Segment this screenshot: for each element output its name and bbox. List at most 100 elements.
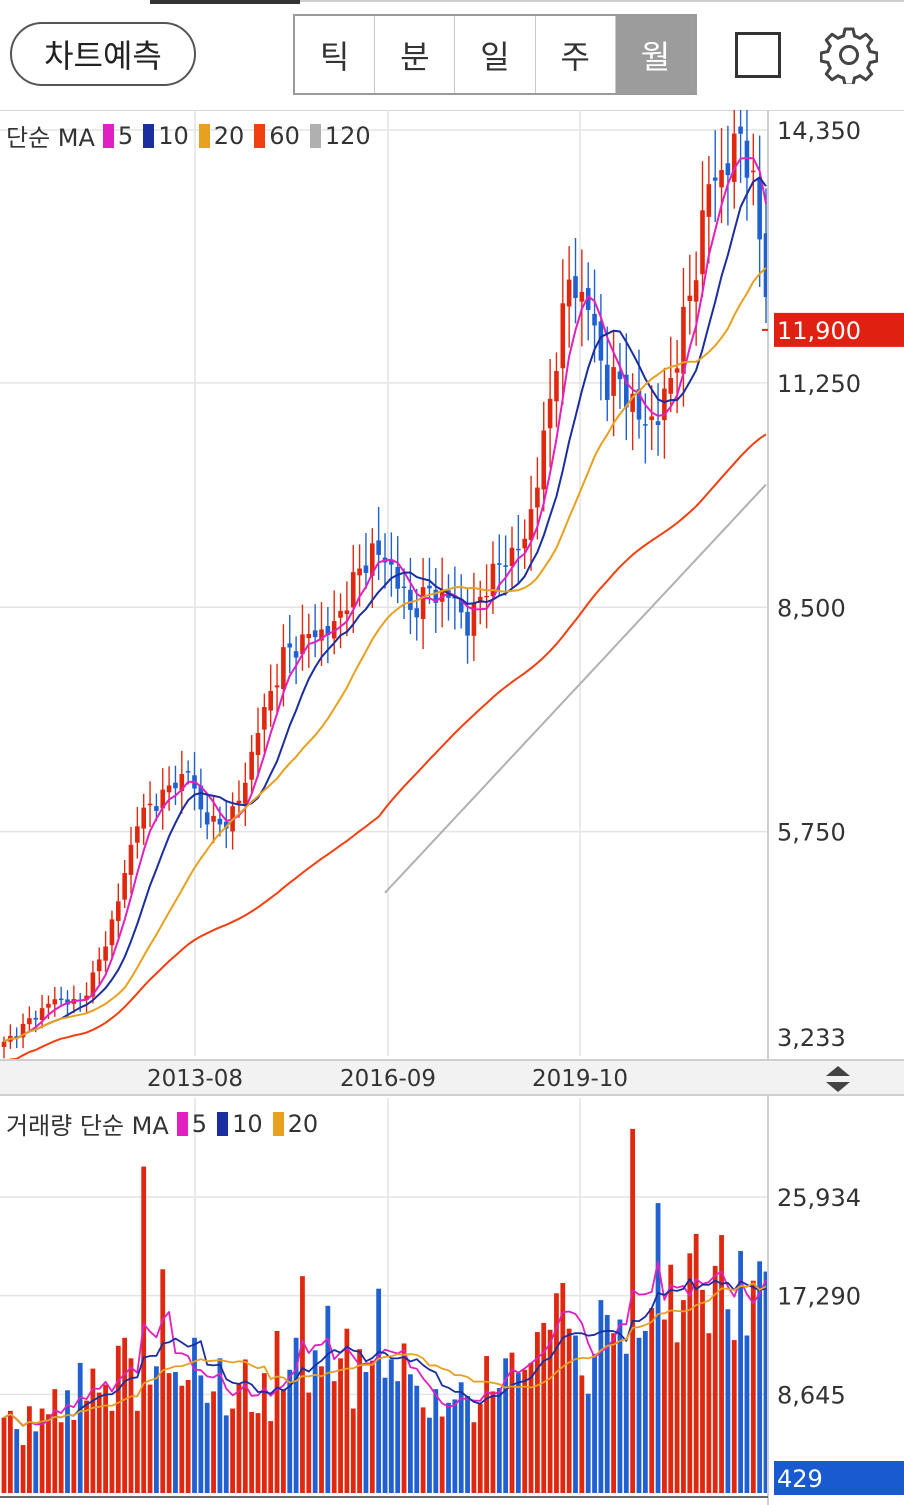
volume-bar xyxy=(579,1375,585,1493)
candle-body xyxy=(522,538,527,549)
period-tab-week[interactable]: 주 xyxy=(536,16,616,93)
candle-body xyxy=(731,133,737,182)
volume-bar xyxy=(458,1382,464,1493)
vol-ma20-swatch xyxy=(272,1111,284,1136)
chart-predict-button[interactable]: 차트예측 xyxy=(10,22,196,86)
candle-body xyxy=(52,999,58,1005)
candle-body xyxy=(255,732,261,756)
candle-body xyxy=(357,568,362,576)
toolbar-top-accent xyxy=(150,0,300,4)
candle-body xyxy=(147,803,153,806)
volume-bar xyxy=(312,1350,318,1493)
vol-ma5-line xyxy=(3,1260,767,1427)
candle-body xyxy=(223,821,229,829)
volume-bar xyxy=(719,1235,724,1493)
volume-bar xyxy=(681,1300,686,1493)
candle-body xyxy=(338,610,343,618)
candle-body xyxy=(700,210,705,275)
candle-body xyxy=(725,163,731,176)
volume-bar xyxy=(471,1422,477,1493)
candle-body xyxy=(14,1036,19,1038)
volume-bar xyxy=(693,1233,699,1493)
volume-bar xyxy=(446,1402,451,1493)
volume-bar xyxy=(535,1332,540,1493)
volume-bar xyxy=(160,1269,166,1493)
volume-bar xyxy=(287,1369,293,1493)
candle-body xyxy=(738,126,743,134)
candle-body xyxy=(465,611,470,636)
volume-bar xyxy=(242,1359,248,1493)
volume-bar xyxy=(255,1413,261,1493)
candle-body xyxy=(611,367,616,396)
volume-bar xyxy=(731,1340,737,1493)
candle-body xyxy=(763,233,769,298)
candle-body xyxy=(306,633,312,639)
x-tick-label: 2019-10 xyxy=(532,1066,628,1092)
volume-bar xyxy=(96,1392,102,1493)
volume-bar xyxy=(306,1392,312,1493)
volume-bar xyxy=(198,1375,204,1493)
ma5-line xyxy=(3,157,767,1043)
period-selector: 틱 분 일 주 월 xyxy=(293,14,697,95)
candle-body xyxy=(687,295,693,302)
candle-body xyxy=(135,826,140,843)
candle-body xyxy=(401,586,407,589)
volume-bar xyxy=(90,1368,96,1493)
vol-ma20-label: 20 xyxy=(287,1109,319,1138)
candle-body xyxy=(579,291,585,302)
candle-body xyxy=(408,589,413,610)
candle-body xyxy=(389,559,394,565)
stock-chart[interactable]: 14,350 11,250 8,500 5,750 3,233 11,900 2013-08… xyxy=(0,110,904,1505)
candle-body xyxy=(122,873,127,900)
current-price-tag xyxy=(774,312,904,347)
volume-bar xyxy=(7,1410,13,1493)
volume-bar xyxy=(604,1314,610,1493)
volume-bar xyxy=(166,1373,172,1493)
volume-bar xyxy=(712,1265,718,1493)
candle-body xyxy=(497,563,502,565)
period-tab-tick[interactable]: 틱 xyxy=(295,16,376,93)
volume-panel xyxy=(1,1128,769,1493)
ma5-swatch xyxy=(102,123,114,148)
price-tick-label: 8,500 xyxy=(777,594,846,622)
candle-body xyxy=(490,563,496,597)
candle-body xyxy=(319,629,324,641)
volume-bar xyxy=(128,1358,134,1493)
current-price-label: 11,900 xyxy=(777,317,861,345)
candle-body xyxy=(681,306,686,374)
candle-body xyxy=(204,812,210,825)
candle-body xyxy=(706,184,712,217)
vol-ma5-label: 5 xyxy=(191,1109,208,1138)
volume-bar xyxy=(427,1417,432,1493)
candle-body xyxy=(458,598,464,613)
candle-body xyxy=(363,565,369,573)
volume-bar xyxy=(395,1381,401,1493)
volume-bar xyxy=(230,1408,235,1493)
volume-tick-label: 17,290 xyxy=(777,1283,861,1311)
volume-bar xyxy=(649,1308,655,1493)
volume-bar xyxy=(598,1300,604,1493)
candle-body xyxy=(516,548,521,551)
candle-body xyxy=(33,1017,39,1020)
volume-bar xyxy=(662,1319,667,1493)
volume-bar xyxy=(300,1276,305,1493)
volume-bar xyxy=(617,1319,623,1493)
price-tick-label: 14,350 xyxy=(777,117,861,145)
period-tab-month[interactable]: 월 xyxy=(615,16,696,93)
volume-bar xyxy=(642,1330,648,1493)
period-tab-day[interactable]: 일 xyxy=(455,16,536,93)
candle-body xyxy=(166,785,172,793)
gear-icon[interactable] xyxy=(820,26,878,84)
volume-bar xyxy=(388,1359,394,1493)
fullscreen-icon[interactable] xyxy=(735,32,781,78)
candle-body xyxy=(560,303,566,369)
volume-bar xyxy=(223,1415,229,1493)
volume-bar xyxy=(154,1366,159,1493)
candle-body xyxy=(751,170,756,173)
candle-body xyxy=(395,566,400,589)
price-tick-label: 5,750 xyxy=(777,819,846,847)
period-tab-minute[interactable]: 분 xyxy=(375,16,456,93)
volume-bar xyxy=(338,1358,343,1493)
volume-bar xyxy=(65,1390,70,1493)
candle-body xyxy=(376,540,381,555)
